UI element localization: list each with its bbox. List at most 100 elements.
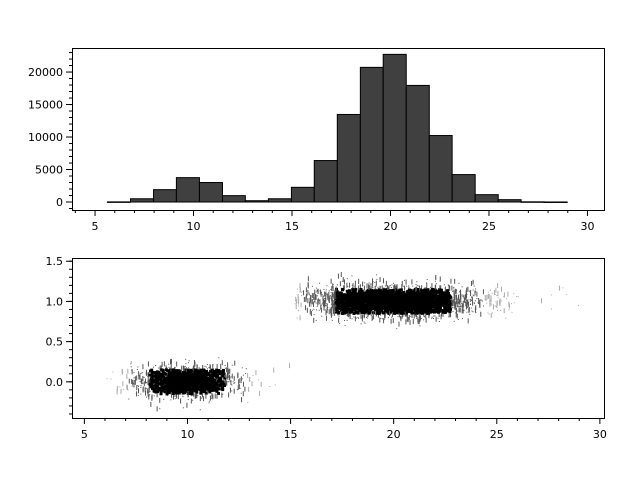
scatter-point	[406, 314, 408, 316]
scatter-point	[475, 291, 477, 293]
scatter-point	[392, 313, 394, 315]
scatter-point	[363, 312, 365, 318]
scatter-point	[434, 280, 436, 282]
scatter-point	[550, 294, 552, 296]
scatter-point	[358, 285, 360, 287]
x-tick-label: 15	[284, 428, 298, 441]
scatter-point	[358, 278, 360, 284]
scatter-point	[197, 384, 201, 388]
scatter-point	[401, 313, 403, 319]
scatter-point	[366, 315, 368, 317]
scatter-point	[159, 386, 163, 390]
scatter-point	[347, 289, 351, 293]
scatter-point	[220, 363, 222, 369]
scatter-point	[429, 308, 433, 312]
scatter-point	[153, 379, 157, 383]
scatter-point	[363, 308, 367, 312]
scatter-point	[466, 301, 468, 307]
scatter-point	[346, 278, 348, 280]
scatter-point	[112, 371, 114, 373]
scatter-point	[174, 366, 176, 368]
scatter-point	[499, 298, 501, 300]
scatter-point	[146, 369, 148, 375]
scatter-point	[309, 297, 311, 303]
scatter-point	[351, 288, 355, 292]
scatter-point	[435, 277, 437, 279]
scatter-point	[365, 306, 369, 310]
scatter-point	[331, 299, 333, 305]
scatter-point	[197, 377, 201, 381]
scatter-point	[383, 295, 387, 299]
scatter-point	[422, 292, 426, 296]
scatter-point	[296, 301, 298, 303]
scatter-point	[209, 399, 211, 401]
scatter-point	[297, 288, 299, 290]
scatter-point	[451, 298, 453, 304]
scatter-point	[473, 285, 475, 287]
scatter-point	[367, 307, 371, 311]
scatter-point	[214, 374, 218, 378]
scatter-point	[315, 294, 317, 300]
scatter-point	[302, 291, 304, 293]
scatter-point	[238, 384, 240, 386]
scatter-point	[171, 391, 175, 395]
scatter-point	[373, 301, 377, 305]
scatter-point	[453, 298, 455, 304]
scatter-point	[540, 298, 542, 304]
scatter-point	[434, 315, 436, 317]
histogram-bar	[543, 201, 568, 203]
scatter-point	[372, 281, 374, 283]
scatter-point	[391, 312, 393, 318]
scatter-point	[158, 388, 162, 392]
scatter-point	[497, 309, 499, 311]
scatter-point	[388, 307, 392, 311]
scatter-point	[471, 310, 473, 312]
scatter-point	[328, 291, 330, 297]
scatter-point	[306, 295, 308, 297]
scatter-point	[212, 368, 214, 370]
scatter-point	[150, 384, 154, 388]
scatter-point	[433, 299, 437, 303]
scatter-point	[463, 309, 465, 311]
scatter-point	[352, 308, 356, 312]
scatter-point	[304, 297, 306, 299]
scatter-point	[413, 313, 415, 319]
scatter-point	[170, 381, 174, 385]
scatter-point	[260, 381, 262, 387]
scatter-point	[337, 295, 341, 299]
scatter-point	[381, 318, 383, 320]
scatter-point	[335, 291, 337, 293]
scatter-point	[460, 305, 462, 307]
histogram-bar	[175, 177, 200, 203]
scatter-point	[371, 283, 373, 285]
scatter-point	[128, 378, 130, 384]
scatter-point	[386, 310, 390, 314]
scatter-point	[144, 387, 146, 389]
x-tick-label: 5	[92, 220, 99, 233]
scatter-point	[382, 294, 386, 298]
scatter-point	[402, 303, 406, 307]
scatter-point	[359, 287, 363, 291]
scatter-point	[472, 294, 474, 296]
scatter-point	[400, 316, 402, 322]
scatter-point	[311, 285, 313, 287]
scatter-point	[295, 304, 297, 310]
scatter-point	[470, 303, 472, 305]
scatter-point	[369, 291, 373, 295]
scatter-point	[358, 292, 362, 296]
scatter-point	[330, 314, 332, 316]
scatter-point	[316, 306, 318, 308]
scatter-point	[310, 295, 312, 297]
scatter-point	[236, 389, 238, 391]
scatter-point	[418, 313, 420, 319]
scatter-point	[380, 314, 382, 316]
scatter-point	[315, 320, 317, 322]
scatter-point	[110, 378, 112, 380]
scatter-point	[372, 297, 376, 301]
scatter-point	[377, 290, 381, 294]
scatter-point	[126, 384, 128, 390]
scatter-point	[299, 283, 301, 289]
scatter-axes: 5 10 15 20 25 30 0.0 0.5 1.0 1.5	[46, 255, 607, 441]
scatter-point	[171, 369, 175, 373]
scatter-point	[500, 309, 502, 311]
